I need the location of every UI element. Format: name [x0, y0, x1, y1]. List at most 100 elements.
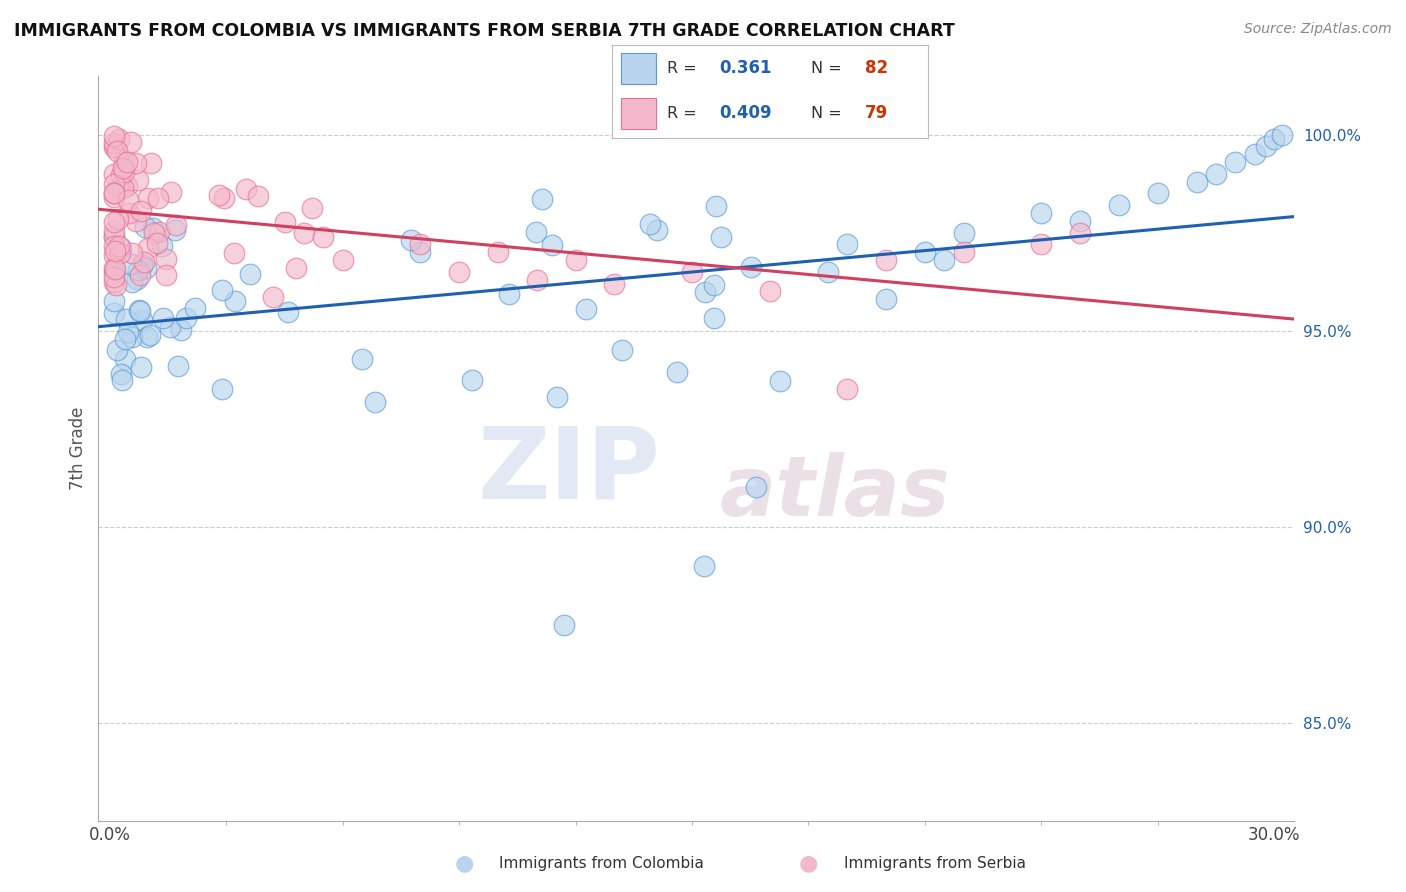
Point — [449, 265, 471, 279]
Point — [575, 302, 598, 317]
Point — [212, 191, 235, 205]
Point — [745, 480, 768, 494]
Point — [103, 294, 125, 309]
Point — [350, 352, 373, 367]
Point — [155, 252, 177, 266]
Point — [115, 154, 138, 169]
Point — [239, 268, 262, 282]
Point — [1225, 155, 1247, 169]
Point — [103, 186, 125, 200]
Point — [150, 239, 173, 253]
Text: atlas: atlas — [720, 452, 950, 533]
Point — [105, 278, 128, 293]
Point — [409, 237, 432, 252]
Point — [107, 211, 129, 226]
Point — [127, 263, 149, 277]
Point — [235, 181, 257, 195]
Point — [103, 265, 125, 279]
Point — [460, 374, 482, 388]
Point — [167, 359, 190, 374]
Point — [103, 215, 125, 229]
Text: ●: ● — [799, 854, 818, 873]
Point — [704, 199, 727, 213]
Point — [131, 360, 153, 375]
Text: 79: 79 — [865, 104, 889, 122]
Point — [103, 129, 125, 144]
Point — [1271, 128, 1294, 142]
Point — [1243, 147, 1265, 161]
Point — [103, 248, 125, 262]
Point — [103, 140, 125, 154]
Point — [107, 182, 129, 196]
Point — [129, 304, 152, 318]
FancyBboxPatch shape — [621, 98, 655, 129]
Point — [498, 287, 520, 301]
FancyBboxPatch shape — [621, 53, 655, 84]
Point — [103, 167, 125, 181]
Point — [129, 203, 152, 218]
Point — [125, 271, 148, 285]
Point — [332, 253, 354, 268]
Point — [165, 218, 187, 232]
Point — [208, 187, 231, 202]
Point — [301, 201, 323, 215]
Point — [184, 301, 207, 315]
Point — [273, 215, 295, 229]
Point — [292, 226, 315, 240]
Point — [740, 260, 762, 274]
Point — [103, 177, 125, 191]
Point — [103, 270, 125, 285]
Point — [1031, 237, 1053, 252]
Point — [1108, 198, 1130, 212]
Point — [152, 311, 174, 326]
Point — [1185, 175, 1208, 189]
Point — [524, 225, 547, 239]
Point — [837, 237, 859, 252]
Text: ZIP: ZIP — [477, 422, 661, 519]
Point — [111, 161, 134, 176]
Point — [138, 241, 160, 255]
Point — [277, 305, 299, 319]
Point — [108, 239, 131, 253]
Point — [174, 310, 197, 325]
Point — [142, 227, 165, 241]
Point — [134, 255, 156, 269]
Point — [104, 140, 127, 154]
Point — [1256, 139, 1278, 153]
Point — [681, 265, 703, 279]
Text: R =: R = — [666, 61, 697, 76]
Point — [211, 382, 233, 396]
Point — [1069, 226, 1091, 240]
Point — [142, 221, 165, 235]
Point — [103, 275, 125, 289]
Text: R =: R = — [666, 106, 697, 121]
Point — [103, 136, 125, 150]
Point — [817, 265, 839, 279]
Point — [163, 223, 186, 237]
Point — [141, 156, 163, 170]
Text: 82: 82 — [865, 60, 887, 78]
Point — [246, 189, 269, 203]
Point — [224, 293, 246, 308]
Point — [134, 219, 156, 234]
Point — [875, 253, 897, 268]
Point — [1205, 167, 1227, 181]
Text: Immigrants from Serbia: Immigrants from Serbia — [844, 856, 1025, 871]
Point — [224, 246, 246, 260]
Point — [665, 366, 688, 380]
Point — [124, 213, 146, 227]
Point — [146, 236, 169, 251]
Point — [117, 179, 139, 194]
Point — [128, 302, 150, 317]
Point — [120, 257, 142, 271]
Point — [758, 285, 780, 299]
Point — [103, 186, 125, 200]
Point — [103, 229, 125, 244]
Point — [103, 190, 125, 204]
Point — [138, 327, 160, 342]
Point — [486, 245, 509, 260]
Text: IMMIGRANTS FROM COLOMBIA VS IMMIGRANTS FROM SERBIA 7TH GRADE CORRELATION CHART: IMMIGRANTS FROM COLOMBIA VS IMMIGRANTS F… — [14, 22, 955, 40]
Point — [169, 323, 191, 337]
Point — [364, 394, 387, 409]
Point — [131, 313, 153, 327]
